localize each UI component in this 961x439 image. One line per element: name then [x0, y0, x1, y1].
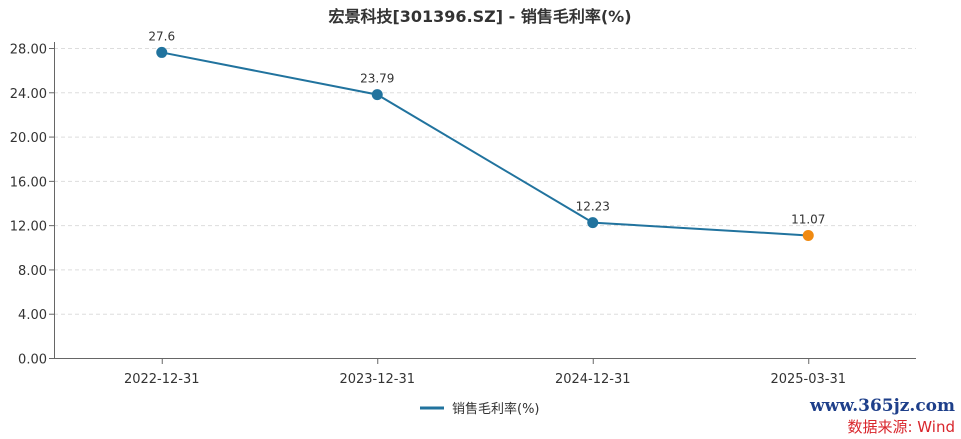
- watermark-source: 数据来源: Wind: [847, 418, 955, 436]
- y-tick-label: 16.00: [10, 175, 47, 190]
- y-tick-label: 8.00: [18, 264, 47, 279]
- data-label: 11.07: [791, 212, 825, 226]
- data-point: [587, 217, 599, 229]
- y-tick-label: 12.00: [10, 220, 47, 235]
- y-tick-label: 20.00: [10, 131, 47, 146]
- x-tick-label: 2023-12-31: [339, 372, 415, 387]
- data-label: 27.6: [148, 29, 175, 43]
- y-tick-label: 24.00: [10, 87, 47, 102]
- y-tick-label: 4.00: [18, 308, 47, 323]
- watermark-site: www.365jz.com: [810, 396, 955, 416]
- legend-label: 销售毛利率(%): [452, 401, 540, 417]
- data-point: [156, 46, 168, 58]
- x-tick-label: 2022-12-31: [124, 372, 200, 387]
- data-label: 23.79: [360, 72, 394, 86]
- legend[interactable]: 销售毛利率(%): [420, 401, 540, 417]
- x-tick-label: 2024-12-31: [555, 372, 631, 387]
- data-point: [371, 89, 383, 101]
- y-tick-label: 28.00: [10, 43, 47, 58]
- x-tick-label: 2025-03-31: [770, 372, 846, 387]
- chart-title: 宏景科技[301396.SZ] - 销售毛利率(%): [328, 7, 631, 26]
- y-tick-label: 0.00: [18, 353, 47, 368]
- data-point: [802, 229, 814, 241]
- data-label: 12.23: [576, 200, 610, 214]
- series-line: [161, 51, 809, 237]
